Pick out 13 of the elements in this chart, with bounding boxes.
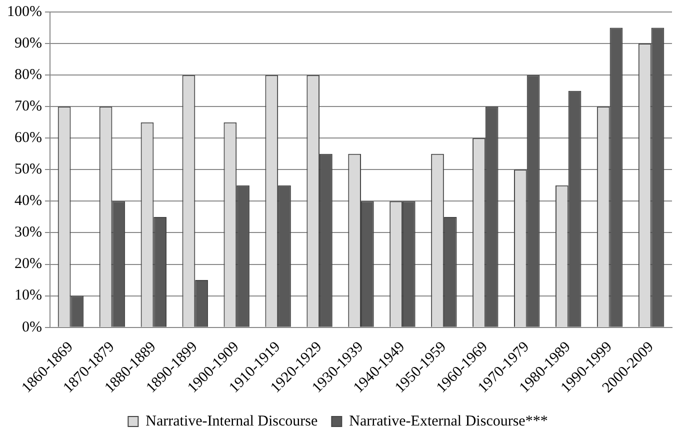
y-tick-label: 10% (14, 288, 42, 304)
y-tick-label: 50% (14, 162, 42, 178)
y-tick-label: 100% (6, 4, 42, 20)
y-tick-label: 0% (22, 319, 42, 336)
y-tick-label: 40% (14, 193, 42, 210)
y-tick-label: 60% (14, 130, 42, 146)
y-tick-label: 80% (14, 67, 42, 83)
y-tick-label: 90% (14, 35, 42, 52)
y-tick-label: 30% (14, 224, 42, 241)
y-tick-label: 70% (14, 98, 42, 115)
legend-label: Narrative-External Discourse*** (349, 413, 548, 430)
legend-label: Narrative-Internal Discourse (146, 413, 318, 430)
y-tick-label: 20% (14, 256, 42, 272)
